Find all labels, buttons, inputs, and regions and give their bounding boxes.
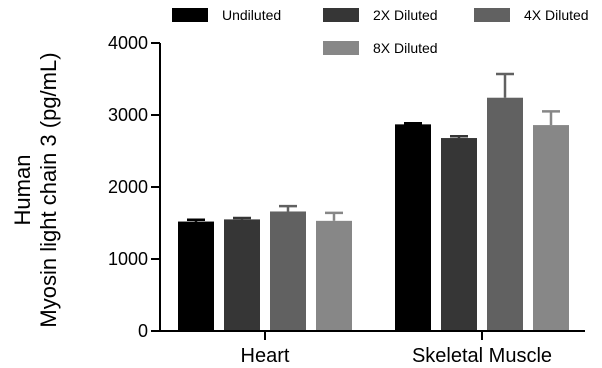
legend-swatch [323, 8, 359, 22]
bar [316, 220, 352, 331]
bar [178, 221, 214, 331]
x-axis: Heart Skeletal Muscle [160, 330, 585, 367]
y-axis-label-line: Human [10, 155, 35, 226]
bar [224, 219, 260, 331]
bar [533, 125, 569, 331]
bar [395, 124, 431, 331]
legend-label: 8X Diluted [373, 40, 438, 56]
y-axis-label-line: Myosin light chain 3 (pg/mL) [36, 52, 61, 327]
legend-label: Undiluted [222, 7, 281, 23]
y-axis-label: Human Myosin light chain 3 (pg/mL) [10, 52, 61, 327]
y-tick-label: 1000 [108, 249, 148, 269]
legend-swatch [323, 41, 359, 55]
bars [178, 72, 569, 331]
legend-label: 2X Diluted [373, 7, 438, 23]
bar [270, 211, 306, 331]
legend-swatch [474, 8, 510, 22]
legend-swatch [172, 8, 208, 22]
x-tick-label: Skeletal Muscle [412, 345, 552, 367]
y-axis: 0 1000 2000 3000 4000 [108, 33, 161, 341]
y-tick-label: 2000 [108, 177, 148, 197]
x-tick-label: Heart [241, 345, 290, 367]
y-tick-label: 0 [138, 321, 148, 341]
bar [441, 138, 477, 331]
bar [487, 97, 523, 331]
legend-label: 4X Diluted [524, 7, 589, 23]
y-tick-label: 3000 [108, 105, 148, 125]
legend: Undiluted 2X Diluted 4X Diluted 8X Diluted [172, 7, 589, 56]
y-tick-label: 4000 [108, 33, 148, 53]
